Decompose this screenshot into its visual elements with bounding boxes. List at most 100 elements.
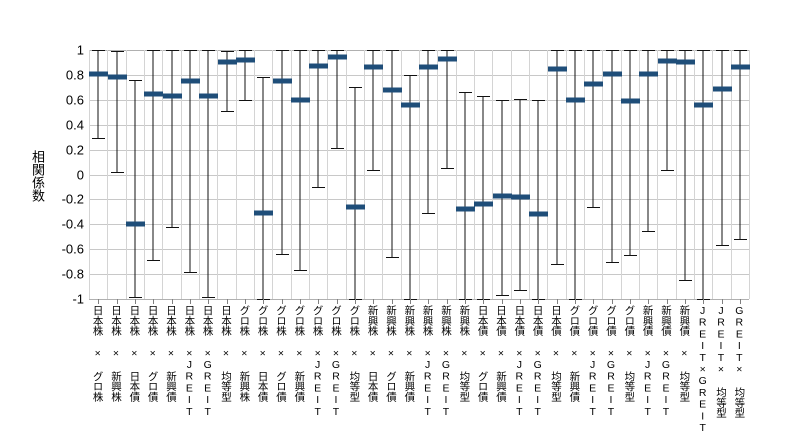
mean-marker (254, 210, 274, 216)
whisker-cap-upper (440, 50, 454, 51)
mean-marker (125, 221, 145, 227)
gridline-x (492, 50, 493, 299)
y-tick-label: 0.6 (65, 92, 84, 108)
whisker-cap-upper (330, 50, 344, 51)
mean-marker (730, 64, 750, 70)
mean-marker (712, 86, 732, 92)
mean-marker (400, 102, 420, 108)
whisker-cap-lower (128, 296, 142, 298)
x-axis-label: 新興株 × 新興債 (403, 305, 416, 402)
x-axis-label: 新興株 × 日本債 (366, 305, 379, 402)
gridline-x (144, 50, 145, 299)
x-tick (611, 299, 613, 304)
gridline-x (382, 50, 383, 299)
x-tick (391, 299, 393, 304)
x-axis-label: グロ株 × 日本債 (256, 305, 269, 402)
whisker-cap-lower (733, 239, 747, 241)
whisker-cap-lower (330, 148, 344, 150)
x-tick (189, 299, 191, 304)
gridline-x (272, 50, 273, 299)
whisker-cap-upper (367, 50, 381, 51)
gridline-x (254, 50, 255, 299)
x-tick (171, 299, 173, 304)
x-axis-label: グロ株 ×JREIT (311, 305, 324, 418)
mean-marker (547, 66, 567, 72)
x-tick (318, 299, 320, 304)
whisker-cap-upper (165, 50, 179, 51)
y-tick-label: 0.4 (65, 117, 84, 133)
x-tick (208, 299, 210, 304)
gridline-x (511, 50, 512, 299)
mean-marker (162, 93, 182, 99)
x-axis-label: グロ株 × 新興株 (238, 305, 251, 402)
mean-marker (565, 97, 585, 103)
x-axis-label: JREIT×GREIT (696, 305, 709, 434)
whisker-line (556, 50, 557, 265)
x-tick (483, 299, 485, 304)
x-axis-label: 日本株 × グロ株 (91, 305, 104, 402)
x-axis-label: 日本株 ×JREIT (183, 305, 196, 418)
whisker-cap-upper (605, 50, 619, 51)
whisker-line (611, 50, 612, 262)
mean-marker (235, 57, 255, 63)
mean-marker (657, 58, 677, 64)
gridline-x (621, 50, 622, 299)
whisker-cap-lower (422, 213, 436, 215)
whisker-cap-lower (440, 168, 454, 170)
whisker-cap-lower (367, 169, 381, 171)
x-axis-label: グロ株 × グロ債 (275, 305, 287, 402)
mean-marker (364, 64, 384, 70)
x-tick (244, 299, 246, 304)
x-axis-label: 日本株 × 新興株 (110, 305, 122, 402)
whisker-cap-upper (403, 74, 417, 76)
whisker-line (629, 50, 631, 256)
whisker-line (354, 87, 356, 299)
whisker-line (482, 96, 484, 299)
plot-area (89, 50, 750, 300)
gridline-x (602, 50, 603, 299)
whisker-cap-upper (623, 50, 637, 51)
whisker-cap-lower (147, 260, 161, 262)
y-tick-label: 0.8 (65, 67, 84, 83)
x-tick (446, 299, 448, 304)
x-axis-label: グロ債 ×GREIT (605, 305, 617, 418)
whisker-line (281, 50, 282, 255)
x-axis-label: 日本株 × 新興債 (165, 305, 177, 402)
x-axis-label: グロ株 × 新興債 (293, 305, 306, 402)
mean-marker (419, 64, 439, 70)
whisker-line (116, 51, 117, 172)
whisker-cap-lower (642, 230, 656, 232)
gridline-x (456, 50, 457, 299)
whisker-line (207, 50, 209, 297)
whisker-cap-upper (202, 50, 216, 51)
x-axis-label: 新興債 × 均等型 (678, 305, 691, 402)
x-tick (464, 299, 466, 304)
x-tick (373, 299, 375, 304)
x-axis-label: GREIT× 均等型 (733, 305, 746, 418)
whisker-cap-lower (623, 255, 637, 257)
gridline-x (309, 50, 310, 299)
x-tick (538, 299, 540, 304)
x-tick (263, 299, 265, 304)
whisker-cap-upper (678, 50, 692, 51)
x-tick (721, 299, 723, 304)
whisker-cap-upper (532, 99, 546, 101)
whisker-line (134, 79, 136, 297)
x-tick (354, 299, 356, 304)
x-tick (134, 299, 136, 304)
gridline-x (547, 50, 548, 299)
whisker-cap-upper (147, 50, 161, 51)
whisker-cap-lower (678, 280, 692, 282)
x-tick (648, 299, 650, 304)
x-axis-label: 日本債 × 新興債 (495, 305, 507, 402)
mean-marker (492, 193, 512, 199)
gridline-x (437, 50, 438, 299)
whisker-cap-upper (128, 79, 142, 81)
whisker-cap-upper (385, 50, 399, 51)
mean-marker (584, 81, 604, 87)
whisker-line (336, 50, 337, 149)
gridline-x (731, 50, 732, 299)
whisker-cap-upper (422, 50, 436, 51)
whisker-cap-lower (660, 169, 674, 171)
whisker-cap-upper (220, 51, 234, 53)
